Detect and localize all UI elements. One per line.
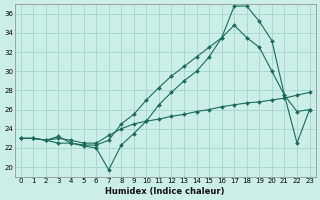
X-axis label: Humidex (Indice chaleur): Humidex (Indice chaleur) bbox=[106, 187, 225, 196]
